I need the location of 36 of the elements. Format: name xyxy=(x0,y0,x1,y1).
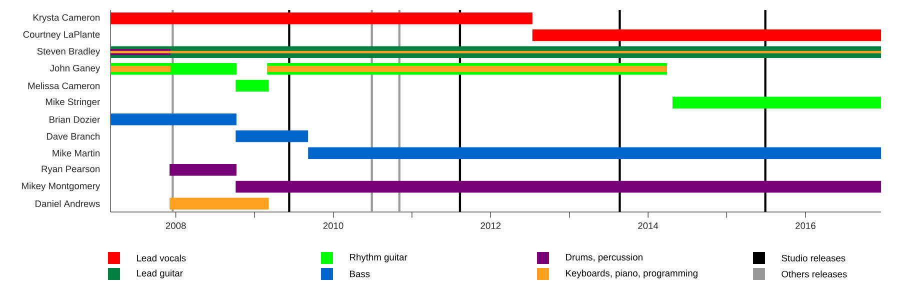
bar xyxy=(532,29,882,42)
bar xyxy=(110,66,170,72)
y-tick-label: Courtney LaPlante xyxy=(23,30,100,40)
bar xyxy=(308,147,882,159)
y-tick-label: Melissa Cameron xyxy=(28,82,100,90)
y-tick-label: Steven Bradley xyxy=(37,48,100,56)
bar xyxy=(267,66,667,72)
bar xyxy=(170,164,236,176)
legend-label: Keyboards, piano, programming xyxy=(566,270,698,278)
y-tick-label: Ryan Pearson xyxy=(42,166,100,174)
legend-label: Drums, percussion xyxy=(566,254,642,262)
legend-label: Rhythm guitar xyxy=(350,254,408,262)
y-tick-label: Dave Branch xyxy=(46,132,100,140)
bar xyxy=(110,114,236,126)
bar xyxy=(672,96,882,108)
bar xyxy=(236,80,269,92)
bar xyxy=(110,12,532,24)
legend-label: Lead vocals xyxy=(137,254,186,262)
y-tick-label: Mike Martin xyxy=(52,150,100,157)
bar xyxy=(236,180,882,193)
y-tick-label: Krysta Cameron xyxy=(34,14,100,23)
bar xyxy=(236,130,308,142)
x-tick-label: 2010 xyxy=(323,222,344,230)
legend-label: Lead guitar xyxy=(137,270,183,278)
legend-label: Bass xyxy=(350,270,370,278)
legend-label: Others releases xyxy=(782,270,847,278)
x-tick-label: 2014 xyxy=(638,222,658,230)
legend-label: Studio releases xyxy=(782,254,846,262)
x-tick-label: 2012 xyxy=(480,222,501,230)
x-tick-label: 2016 xyxy=(796,222,816,230)
y-tick-label: John Ganey xyxy=(50,64,100,74)
y-tick-label: Mikey Montgomery xyxy=(22,182,100,192)
y-tick-label: Mike Stringer xyxy=(46,98,100,107)
x-tick-label: 2008 xyxy=(166,222,186,230)
y-tick-label: Brian Dozier xyxy=(50,116,100,123)
y-tick-label: Daniel Andrews xyxy=(36,200,100,208)
